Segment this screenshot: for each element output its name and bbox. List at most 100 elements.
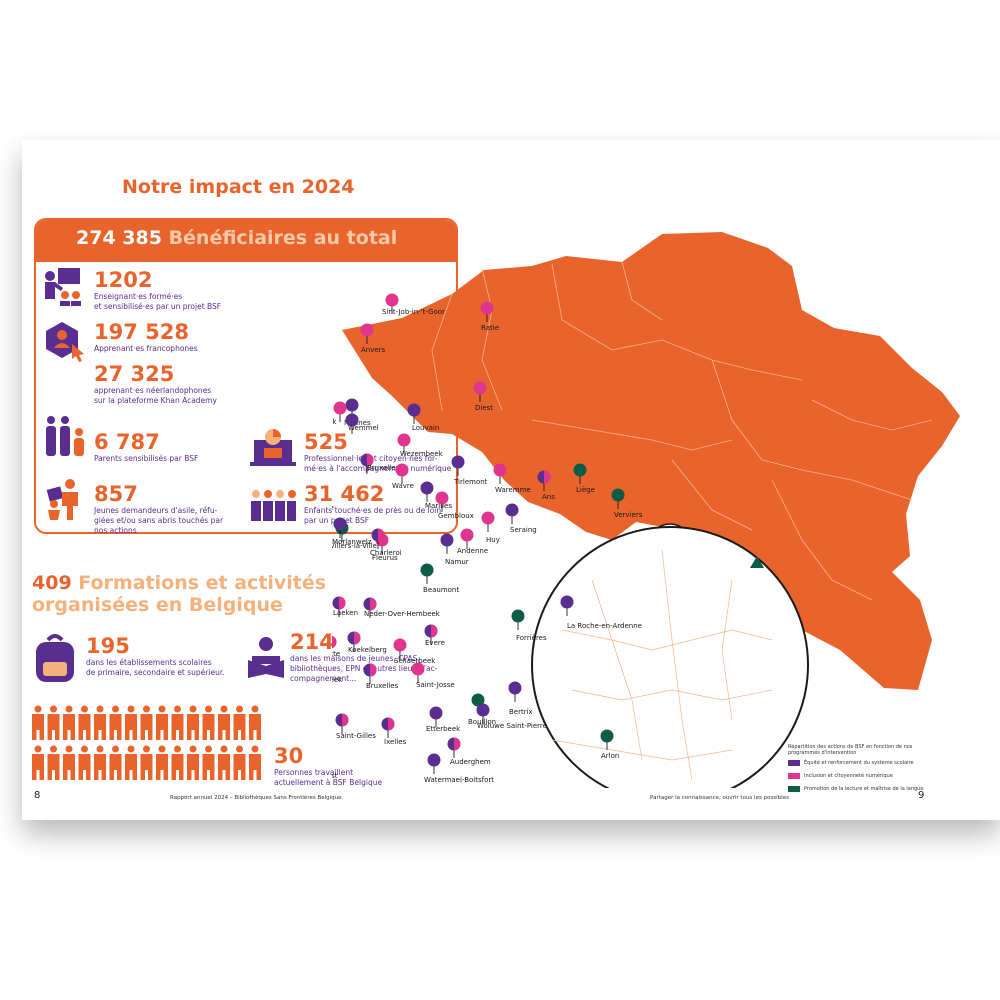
map-pin-icon — [473, 381, 487, 402]
staff-person-icon — [202, 745, 215, 780]
city-label: Wezembeek — [400, 450, 444, 458]
formations-title-line2: organisées en Belgique — [32, 594, 283, 616]
map-pin-icon — [460, 528, 474, 549]
city-label: Evere — [425, 639, 445, 647]
map-pin-icon — [505, 503, 519, 524]
city-label: Auderghem — [450, 758, 491, 766]
city-label: Morlanwelz — [332, 538, 372, 546]
city-label: Arlon — [601, 752, 619, 760]
map-pin-icon — [447, 737, 461, 758]
city-label: Gembloux — [438, 512, 474, 520]
beaumont-triangle-icon — [750, 556, 764, 568]
city-label: Huy — [486, 536, 500, 544]
legend-item-digital: Inclusion et citoyenneté numérique — [788, 773, 988, 783]
staff-person-icon — [233, 745, 246, 780]
staff-person-icon — [125, 745, 137, 780]
staff-person-icon — [249, 705, 261, 740]
stat-schools: 195 dans les établissements scolaires de… — [86, 634, 225, 677]
total-beneficiaries-number: 274 385 — [76, 227, 162, 249]
map-pin-icon — [440, 533, 454, 554]
city-label: Namur — [445, 558, 469, 566]
map-pin-icon — [429, 706, 443, 727]
city-label: Halle — [332, 504, 334, 512]
brussels-pins: Neder-Over-HembeekLaekenGanshorenJetteEv… — [332, 596, 547, 784]
map-pin-icon — [335, 713, 349, 734]
city-label: Tirlemont — [453, 478, 488, 486]
learner-cursor-icon — [46, 322, 84, 362]
city-label: Beaumont — [423, 586, 459, 594]
staff-person-icon — [140, 745, 153, 780]
page-number-right: 9 — [918, 790, 925, 801]
city-label: Louvain — [412, 424, 439, 432]
total-beneficiaries-label: Bénéficiaires au total — [168, 227, 398, 249]
map-pin-icon — [385, 293, 399, 314]
staff-person-icon — [187, 705, 199, 740]
staff-person-icon — [140, 705, 153, 740]
map-pin-icon — [537, 470, 551, 491]
map-pin-icon — [427, 753, 441, 774]
staff-person-icon — [187, 745, 199, 780]
staff-person-icon — [233, 705, 246, 740]
city-label: Bouillon — [468, 718, 496, 726]
beneficiaries-box: 274 385 Bénéficiaires au total 1202 Ense… — [34, 218, 458, 535]
map-pin-icon — [360, 453, 374, 474]
stat-parents: 6 787 Parents sensibilisés par BSF — [94, 430, 199, 463]
map-pin-icon — [481, 511, 495, 532]
map-pin-icon — [480, 301, 494, 322]
legend-item-reading: Promotion de la lecture et maîtrise de l… — [788, 786, 988, 796]
city-label: Dilbeek — [332, 418, 337, 426]
staff-person-icon — [94, 705, 106, 740]
city-label: Koekelberg — [348, 646, 387, 654]
map-pin-icon — [420, 563, 434, 584]
city-label: Wemmel — [348, 424, 379, 432]
city-label: Bertrix — [509, 708, 533, 716]
map-pin-icon — [333, 517, 347, 538]
laptop-user-icon — [250, 429, 296, 466]
map-pin-icon — [411, 662, 425, 683]
city-label: Seraing — [510, 526, 537, 534]
city-label: Neder-Over-Hembeek — [364, 610, 441, 618]
city-label: Marilles — [425, 502, 452, 510]
footer-right-text: Partager la connaissance, ouvrir tous le… — [650, 795, 789, 801]
belgium-shape — [342, 232, 960, 690]
city-label: Ixelles — [384, 738, 406, 746]
beneficiaries-band: 274 385 Bénéficiaires au total — [36, 220, 456, 262]
staff-person-icon — [171, 705, 184, 740]
map-pin-icon — [332, 635, 337, 649]
stat-staff: 30 Personnes travaillent actuellement à … — [274, 744, 383, 787]
city-label: Watermael-Boitsfort — [424, 776, 494, 784]
belgium-pins: DixmudeGandSaint-NicolasEdegemAnversSint… — [332, 293, 643, 760]
report-spread: Notre impact en 2024 274 385 Bénéficiair… — [22, 140, 1000, 820]
city-label: Bruxelles — [366, 682, 399, 690]
city-label: Forest — [332, 772, 338, 780]
city-label: Molenbeek — [332, 676, 343, 684]
map-pin-icon — [511, 609, 525, 630]
map-pin-icon — [611, 488, 625, 509]
footer-left-text: Rapport annuel 2024 – Bibliothèques Sans… — [170, 795, 342, 801]
city-label: Bruxelles — [367, 464, 400, 472]
city-label: Fleurus — [372, 554, 398, 562]
staff-person-icon — [218, 705, 230, 740]
map-pin-icon — [363, 597, 377, 618]
teacher-icon — [45, 268, 81, 306]
city-label: Jette — [332, 650, 340, 658]
belgium-map: DixmudeGandSaint-NicolasEdegemAnversSint… — [332, 232, 960, 788]
map-pin-icon — [333, 401, 347, 422]
map-pin-icon — [508, 681, 522, 702]
map-legend: Répartition des actions de BSF en foncti… — [788, 744, 988, 796]
staff-person-icon — [171, 745, 184, 780]
city-label: Woluwe Saint-Pierre — [477, 722, 547, 730]
staff-person-icon — [125, 705, 137, 740]
city-label: Liège — [576, 486, 595, 494]
map-pin-icon — [381, 717, 395, 738]
city-label: Ans — [542, 493, 555, 501]
staff-people-grid — [32, 705, 261, 780]
staff-person-icon — [32, 745, 44, 780]
map-pin-icon — [407, 403, 421, 424]
city-label: Andenne — [457, 547, 488, 555]
staff-person-icon — [63, 745, 75, 780]
map-pin-icon — [476, 703, 490, 724]
map-pin-icon — [345, 413, 359, 434]
staff-person-icon — [94, 745, 106, 780]
reader-icon — [248, 637, 284, 678]
